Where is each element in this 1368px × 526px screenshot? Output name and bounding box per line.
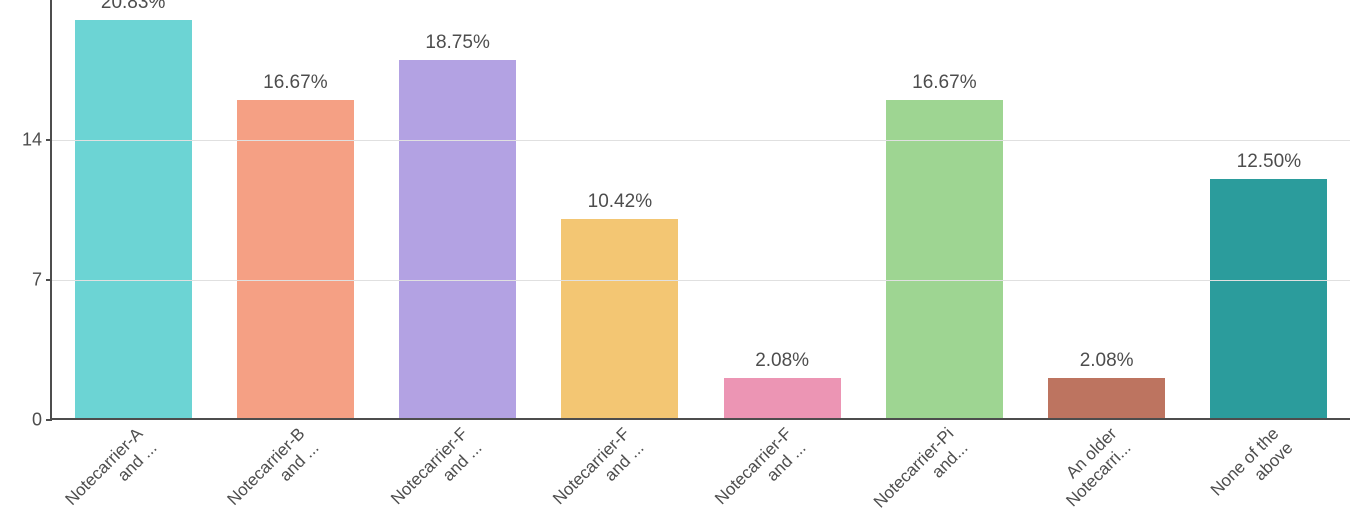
bar-slot: 18.75% [377, 0, 539, 418]
plot-area: 20.83% 16.67% 18.75% 10.42% 2.08% 16.67% 2.08%… [50, 0, 1350, 420]
bar-slot: 12.50% [1188, 0, 1350, 418]
bar: 16.67% [237, 100, 354, 418]
bar-value-label: 16.67% [912, 72, 976, 100]
bar-slot: 20.83% [52, 0, 214, 418]
y-tick-label: 0 [32, 410, 52, 431]
bar: 16.67% [886, 100, 1003, 418]
bar-slot: 2.08% [1026, 0, 1188, 418]
gridline [52, 280, 1350, 281]
bar-value-label: 2.08% [755, 350, 809, 378]
bar-slot: 2.08% [701, 0, 863, 418]
bar-chart: 20.83% 16.67% 18.75% 10.42% 2.08% 16.67% 2.08%… [0, 0, 1368, 514]
bar-value-label: 16.67% [263, 72, 327, 100]
bar: 20.83% [75, 20, 192, 418]
bar-slot: 16.67% [863, 0, 1025, 418]
bar-slot: 16.67% [214, 0, 376, 418]
bar-value-label: 10.42% [588, 191, 652, 219]
bar-slot: 10.42% [539, 0, 701, 418]
gridline [52, 140, 1350, 141]
y-tick-label: 7 [32, 270, 52, 291]
bars-container: 20.83% 16.67% 18.75% 10.42% 2.08% 16.67% 2.08%… [52, 0, 1350, 418]
y-tick-label: 14 [22, 130, 52, 151]
bar-value-label: 2.08% [1080, 350, 1134, 378]
bar-value-label: 20.83% [101, 0, 165, 20]
bar-value-label: 18.75% [425, 32, 489, 60]
bar-value-label: 12.50% [1237, 151, 1301, 179]
bar: 18.75% [399, 60, 516, 418]
